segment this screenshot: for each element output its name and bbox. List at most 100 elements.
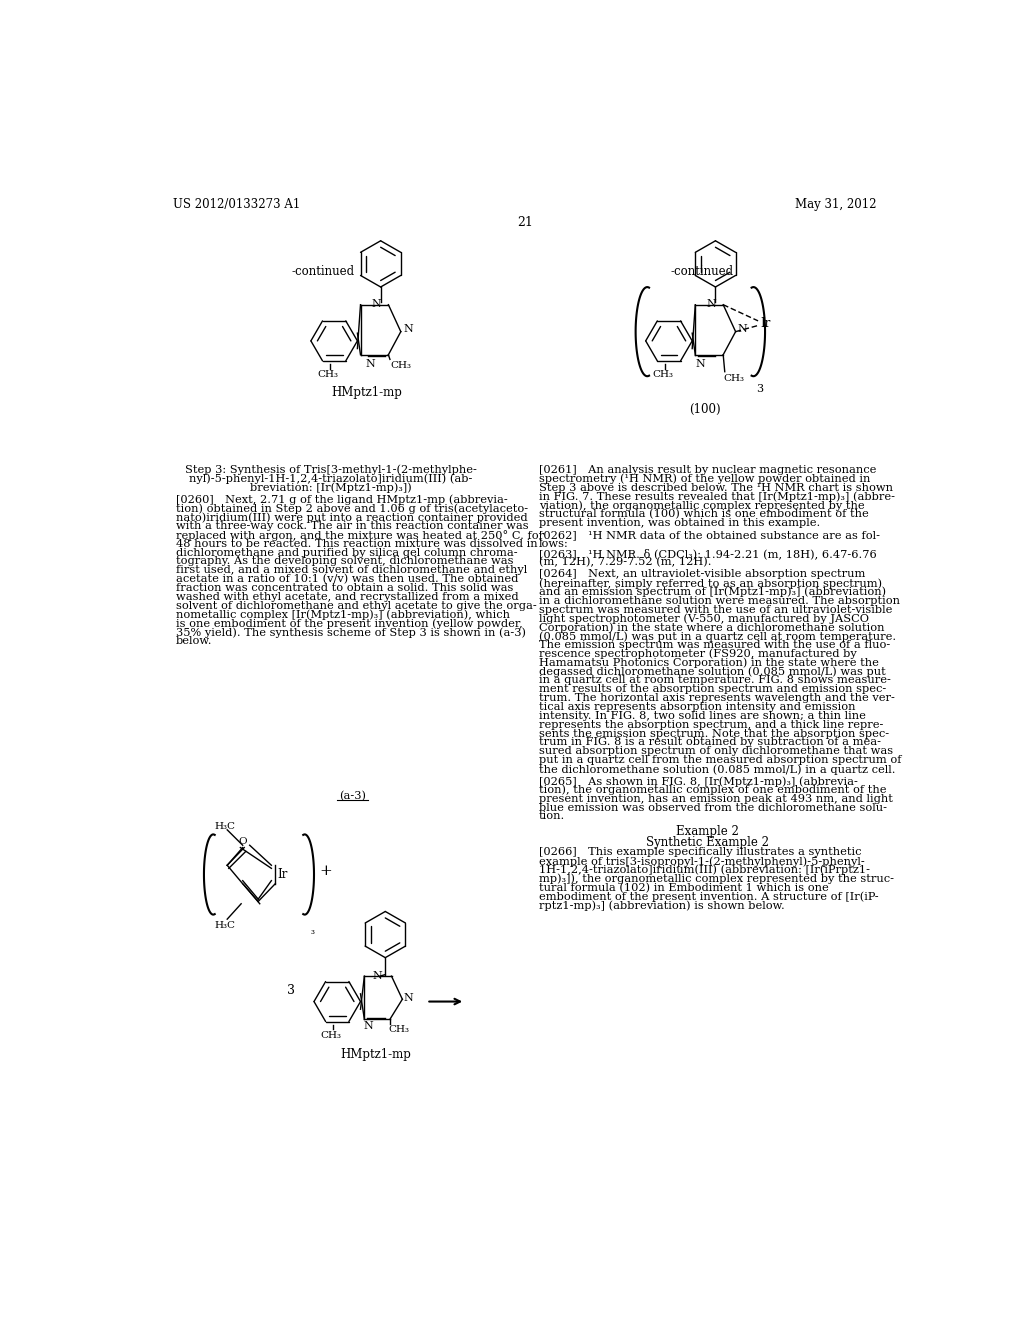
Text: represents the absorption spectrum, and a thick line repre-: represents the absorption spectrum, and …	[539, 719, 883, 730]
Text: ment results of the absorption spectrum and emission spec-: ment results of the absorption spectrum …	[539, 684, 886, 694]
Text: dichloromethane and purified by silica gel column chroma-: dichloromethane and purified by silica g…	[176, 548, 518, 557]
Text: below.: below.	[176, 636, 213, 647]
Text: intensity. In FIG. 8, two solid lines are shown; a thin line: intensity. In FIG. 8, two solid lines ar…	[539, 711, 865, 721]
Text: N: N	[366, 359, 376, 370]
Text: Step 3 above is described below. The ¹H NMR chart is shown: Step 3 above is described below. The ¹H …	[539, 483, 893, 492]
Text: is one embodiment of the present invention (yellow powder,: is one embodiment of the present inventi…	[176, 619, 523, 630]
Text: with a three-way cock. The air in this reaction container was: with a three-way cock. The air in this r…	[176, 521, 528, 531]
Text: the dichloromethane solution (0.085 mmol/L) in a quartz cell.: the dichloromethane solution (0.085 mmol…	[539, 764, 895, 775]
Text: Step 3: Synthesis of Tris[3-methyl-1-(2-methylphe-: Step 3: Synthesis of Tris[3-methyl-1-(2-…	[185, 465, 477, 475]
Text: HMptz1-mp: HMptz1-mp	[341, 1048, 412, 1061]
Text: (m, 12H), 7.29-7.52 (m, 12H).: (m, 12H), 7.29-7.52 (m, 12H).	[539, 557, 712, 568]
Text: put in a quartz cell from the measured absorption spectrum of: put in a quartz cell from the measured a…	[539, 755, 901, 766]
Text: Synthetic Example 2: Synthetic Example 2	[646, 836, 769, 849]
Text: trum in FIG. 8 is a result obtained by subtraction of a mea-: trum in FIG. 8 is a result obtained by s…	[539, 738, 881, 747]
Text: and an emission spectrum of [Ir(Mptz1-mp)₃] (abbreviation): and an emission spectrum of [Ir(Mptz1-mp…	[539, 587, 886, 598]
Text: Ir: Ir	[760, 317, 770, 330]
Text: degassed dichloromethane solution (0.085 mmol/L) was put: degassed dichloromethane solution (0.085…	[539, 667, 886, 677]
Text: 21: 21	[517, 216, 532, 230]
Text: in FIG. 7. These results revealed that [Ir(Mptz1-mp)₃] (abbre-: in FIG. 7. These results revealed that […	[539, 491, 895, 502]
Text: 35% yield). The synthesis scheme of Step 3 is shown in (a-3): 35% yield). The synthesis scheme of Step…	[176, 627, 526, 638]
Text: 3: 3	[287, 983, 295, 997]
Text: [0262] ¹H NMR data of the obtained substance are as fol-: [0262] ¹H NMR data of the obtained subst…	[539, 529, 880, 540]
Text: tion), the organometallic complex of one embodiment of the: tion), the organometallic complex of one…	[539, 785, 886, 796]
Text: (100): (100)	[689, 403, 721, 416]
Text: spectrum was measured with the use of an ultraviolet-visible: spectrum was measured with the use of an…	[539, 605, 892, 615]
Text: CH₃: CH₃	[723, 374, 744, 383]
Text: [0265] As shown in FIG. 8, [Ir(Mptz1-mp)₃] (abbrevia-: [0265] As shown in FIG. 8, [Ir(Mptz1-mp)…	[539, 776, 858, 787]
Text: N: N	[707, 300, 717, 309]
Text: sured absorption spectrum of only dichloromethane that was: sured absorption spectrum of only dichlo…	[539, 746, 893, 756]
Text: [0264] Next, an ultraviolet-visible absorption spectrum: [0264] Next, an ultraviolet-visible abso…	[539, 569, 865, 579]
Text: +: +	[319, 865, 332, 878]
Text: blue emission was observed from the dichloromethane solu-: blue emission was observed from the dich…	[539, 803, 887, 813]
Text: H₃C: H₃C	[215, 822, 236, 832]
Text: May 31, 2012: May 31, 2012	[796, 198, 877, 211]
Text: N: N	[373, 970, 382, 981]
Text: (hereinafter, simply referred to as an absorption spectrum): (hereinafter, simply referred to as an a…	[539, 578, 882, 589]
Text: 1H-1,2,4-triazolato]iridium(III) (abbreviation: [Ir(iPrptz1-: 1H-1,2,4-triazolato]iridium(III) (abbrev…	[539, 865, 869, 875]
Text: present invention, was obtained in this example.: present invention, was obtained in this …	[539, 517, 820, 528]
Text: (a-3): (a-3)	[339, 792, 367, 801]
Text: O: O	[239, 837, 247, 846]
Text: nyl)-5-phenyl-1H-1,2,4-triazolato]iridium(III) (ab-: nyl)-5-phenyl-1H-1,2,4-triazolato]iridiu…	[189, 474, 473, 484]
Text: N: N	[403, 993, 414, 1003]
Text: light spectrophotometer (V-550, manufactured by JASCO: light spectrophotometer (V-550, manufact…	[539, 614, 868, 624]
Text: 3: 3	[756, 384, 763, 393]
Text: N: N	[403, 325, 413, 334]
Text: CH₃: CH₃	[388, 1026, 410, 1035]
Text: CH₃: CH₃	[390, 360, 411, 370]
Text: structural formula (100) which is one embodiment of the: structural formula (100) which is one em…	[539, 510, 868, 520]
Text: viation), the organometallic complex represented by the: viation), the organometallic complex rep…	[539, 500, 864, 511]
Text: breviation: [Ir(Mptz1-mp)₃]): breviation: [Ir(Mptz1-mp)₃])	[250, 483, 412, 494]
Text: tural formula (102) in Embodiment 1 which is one: tural formula (102) in Embodiment 1 whic…	[539, 883, 828, 892]
Text: [0263] ¹H NMR. δ (CDCl₃): 1.94-2.21 (m, 18H), 6.47-6.76: [0263] ¹H NMR. δ (CDCl₃): 1.94-2.21 (m, …	[539, 548, 877, 560]
Text: in a quartz cell at room temperature. FIG. 8 shows measure-: in a quartz cell at room temperature. FI…	[539, 676, 891, 685]
Text: The emission spectrum was measured with the use of a fluo-: The emission spectrum was measured with …	[539, 640, 890, 649]
Text: embodiment of the present invention. A structure of [Ir(iP-: embodiment of the present invention. A s…	[539, 891, 879, 902]
Text: H₃C: H₃C	[215, 921, 236, 929]
Text: lows:: lows:	[539, 539, 568, 549]
Text: rescence spectrophotometer (FS920, manufactured by: rescence spectrophotometer (FS920, manuf…	[539, 649, 856, 660]
Text: spectrometry (¹H NMR) of the yellow powder obtained in: spectrometry (¹H NMR) of the yellow powd…	[539, 474, 870, 484]
Text: present invention, has an emission peak at 493 nm, and light: present invention, has an emission peak …	[539, 793, 893, 804]
Text: nato)iridium(III) were put into a reaction container provided: nato)iridium(III) were put into a reacti…	[176, 512, 527, 523]
Text: CH₃: CH₃	[652, 370, 673, 379]
Text: sents the emission spectrum. Note that the absorption spec-: sents the emission spectrum. Note that t…	[539, 729, 889, 739]
Text: N: N	[372, 300, 382, 309]
Text: [0261] An analysis result by nuclear magnetic resonance: [0261] An analysis result by nuclear mag…	[539, 465, 877, 475]
Text: replaced with argon, and the mixture was heated at 250° C. for: replaced with argon, and the mixture was…	[176, 529, 544, 541]
Text: first used, and a mixed solvent of dichloromethane and ethyl: first used, and a mixed solvent of dichl…	[176, 565, 527, 576]
Text: CH₃: CH₃	[321, 1031, 342, 1040]
Text: fraction was concentrated to obtain a solid. This solid was: fraction was concentrated to obtain a so…	[176, 583, 513, 593]
Text: US 2012/0133273 A1: US 2012/0133273 A1	[173, 198, 300, 211]
Text: tion) obtained in Step 2 above and 1.06 g of tris(acetylaceto-: tion) obtained in Step 2 above and 1.06 …	[176, 503, 528, 513]
Text: solvent of dichloromethane and ethyl acetate to give the orga-: solvent of dichloromethane and ethyl ace…	[176, 601, 537, 611]
Text: HMptz1-mp: HMptz1-mp	[331, 385, 402, 399]
Text: tography. As the developing solvent, dichloromethane was: tography. As the developing solvent, dic…	[176, 557, 514, 566]
Text: tion.: tion.	[539, 812, 565, 821]
Text: N: N	[737, 325, 746, 334]
Text: Ir: Ir	[278, 869, 288, 880]
Text: Hamamatsu Photonics Corporation) in the state where the: Hamamatsu Photonics Corporation) in the …	[539, 657, 879, 668]
Text: Example 2: Example 2	[676, 825, 739, 838]
Text: N: N	[364, 1020, 373, 1031]
Text: 48 hours to be reacted. This reaction mixture was dissolved in: 48 hours to be reacted. This reaction mi…	[176, 539, 538, 549]
Text: acetate in a ratio of 10:1 (v/v) was then used. The obtained: acetate in a ratio of 10:1 (v/v) was the…	[176, 574, 518, 585]
Text: -continued: -continued	[292, 264, 355, 277]
Text: [0260] Next, 2.71 g of the ligand HMptz1-mp (abbrevia-: [0260] Next, 2.71 g of the ligand HMptz1…	[176, 495, 508, 506]
Text: mp)₃]), the organometallic complex represented by the struc-: mp)₃]), the organometallic complex repre…	[539, 874, 894, 884]
Text: [0266] This example specifically illustrates a synthetic: [0266] This example specifically illustr…	[539, 847, 861, 857]
Text: trum. The horizontal axis represents wavelength and the ver-: trum. The horizontal axis represents wav…	[539, 693, 895, 704]
Text: rptz1-mp)₃] (abbreviation) is shown below.: rptz1-mp)₃] (abbreviation) is shown belo…	[539, 900, 784, 911]
Text: washed with ethyl acetate, and recrystallized from a mixed: washed with ethyl acetate, and recrystal…	[176, 591, 519, 602]
Text: N: N	[695, 359, 705, 370]
Text: tical axis represents absorption intensity and emission: tical axis represents absorption intensi…	[539, 702, 855, 711]
Text: in a dichloromethane solution were measured. The absorption: in a dichloromethane solution were measu…	[539, 595, 900, 606]
Text: ₃: ₃	[311, 927, 315, 936]
Text: Corporation) in the state where a dichloromethane solution: Corporation) in the state where a dichlo…	[539, 622, 885, 632]
Text: (0.085 mmol/L) was put in a quartz cell at room temperature.: (0.085 mmol/L) was put in a quartz cell …	[539, 631, 896, 642]
Text: nometallic complex [Ir(Mptz1-mp)₃] (abbreviation), which: nometallic complex [Ir(Mptz1-mp)₃] (abbr…	[176, 610, 510, 620]
Text: example of tris[3-isopropyl-1-(2-methylphenyl)-5-phenyl-: example of tris[3-isopropyl-1-(2-methylp…	[539, 855, 864, 867]
Text: CH₃: CH₃	[317, 370, 339, 379]
